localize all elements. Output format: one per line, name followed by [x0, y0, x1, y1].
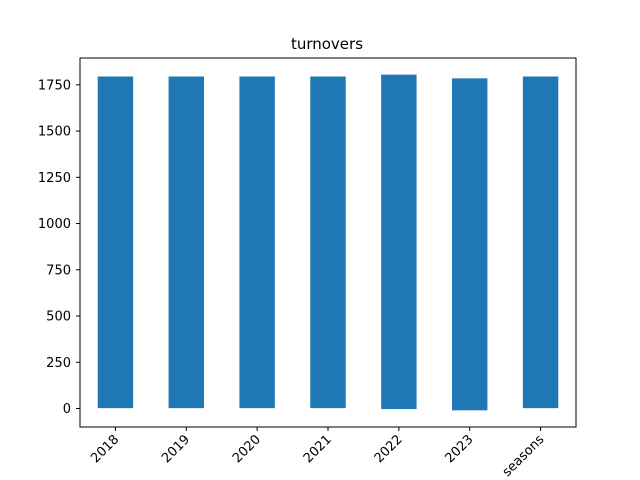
y-tick-label: 0 [63, 402, 71, 417]
y-tick-label: 1250 [38, 171, 71, 186]
x-tick-label: 2021 [301, 432, 335, 466]
x-axis: 2018 2019 2020 2021 2022 2023 seasons [88, 427, 548, 480]
y-tick-label: 500 [46, 310, 71, 325]
x-tick-label: 2019 [159, 432, 193, 466]
x-tick-label: 2020 [230, 432, 264, 466]
bar-2020 [239, 76, 275, 409]
bar-2019 [168, 76, 204, 409]
bar-2021 [310, 76, 346, 409]
x-tick-label: seasons [500, 432, 548, 480]
bar-2022 [381, 74, 417, 410]
bar-seasons [522, 76, 559, 409]
x-tick-label: 2022 [372, 432, 406, 466]
y-tick-label: 1750 [38, 78, 71, 93]
y-tick-label: 1500 [38, 125, 71, 140]
x-tick-label: 2018 [88, 432, 122, 466]
bar-2023 [452, 78, 488, 411]
bar-2018 [97, 76, 134, 409]
y-tick-label: 250 [46, 356, 71, 371]
y-tick-label: 1000 [38, 217, 71, 232]
y-axis: 0 250 500 750 1000 1250 1500 1750 [38, 78, 80, 417]
y-tick-label: 750 [46, 263, 71, 278]
bars-layer [97, 74, 559, 411]
chart-title: turnovers [291, 35, 363, 53]
x-tick-label: 2023 [443, 432, 477, 466]
